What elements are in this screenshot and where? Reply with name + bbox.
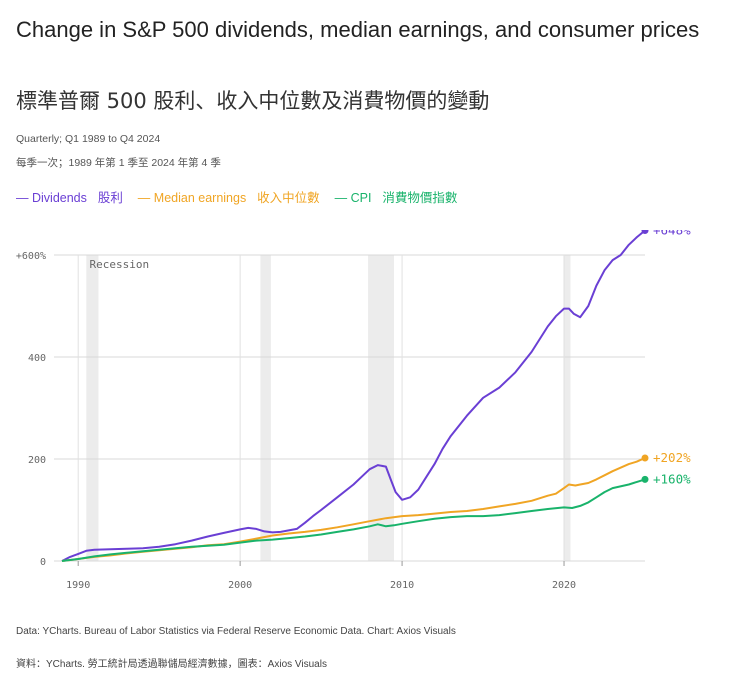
- recession-band-1: [260, 255, 271, 561]
- y-tick-label-600: +600%: [16, 251, 46, 262]
- y-tick-label-400: 400: [28, 353, 46, 364]
- series-end-label-0: +648%: [653, 230, 691, 238]
- series-end-label-1: +202%: [653, 450, 691, 465]
- line-chart: 0 200 400 +600% 1990 2000 2010 2020 Recession +64…: [16, 230, 691, 591]
- legend-cpi: — CPI 消費物價指數: [331, 191, 458, 205]
- legend-dividends: — Dividends 股利: [16, 191, 123, 205]
- recession-label: Recession: [90, 258, 150, 271]
- x-tick-label-1990: 1990: [66, 580, 90, 591]
- series-line-cpi: [61, 478, 646, 562]
- y-tick-label-200: 200: [28, 455, 46, 466]
- series-end-point-0: [641, 230, 649, 235]
- chart-title: Change in S&P 500 dividends, median earn…: [16, 17, 700, 42]
- recession-band-0: [86, 255, 99, 561]
- legend: — Dividends 股利 — Median earnings 收入中位數 —…: [16, 187, 465, 206]
- series-line-median-earnings: [61, 457, 646, 562]
- recession-band-2: [368, 255, 394, 561]
- x-tick-label-2000: 2000: [228, 580, 252, 591]
- series-end-label-2: +160%: [653, 471, 691, 486]
- source-note-zh: 資料：YCharts. 勞工統計局透過聯儲局經濟數據，圖表：Axios Visu…: [16, 659, 327, 670]
- source-note: Data: YCharts. Bureau of Labor Statistic…: [16, 626, 456, 637]
- series-end-point-1: [641, 454, 649, 462]
- chart-subtitle: Quarterly; Q1 1989 to Q4 2024: [16, 133, 161, 145]
- y-tick-label-0: 0: [40, 557, 46, 568]
- x-tick-label-2020: 2020: [552, 580, 576, 591]
- chart-subtitle-zh: 每季一次；1989 年第 1 季至 2024 年第 4 季: [16, 157, 221, 169]
- x-tick-label-2010: 2010: [390, 580, 414, 591]
- legend-median-earnings: — Median earnings 收入中位數: [134, 191, 320, 205]
- series-line-dividends: [61, 230, 646, 562]
- chart-title-zh: 標準普爾 500 股利、收入中位數及消費物價的變動: [16, 89, 490, 113]
- recession-band-3: [564, 255, 571, 561]
- series-end-point-2: [641, 475, 649, 483]
